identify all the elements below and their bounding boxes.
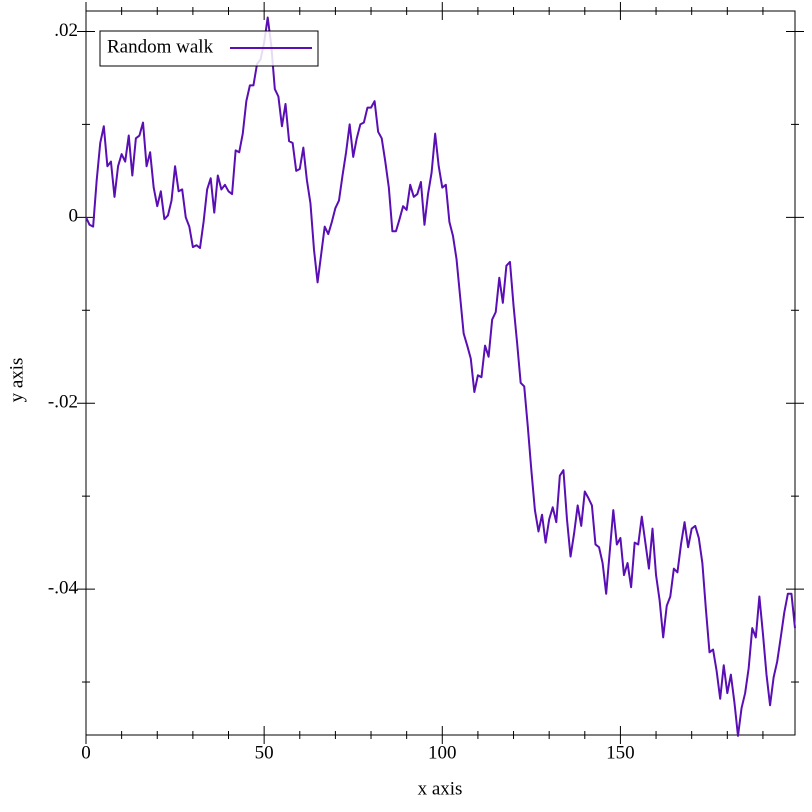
y-tick-label: .02 [54,20,78,41]
x-tick-label: 150 [606,742,635,763]
legend-label: Random walk [107,36,214,57]
y-axis-label: y axis [6,358,27,403]
plot-frame [85,10,796,736]
y-tick-label: -.02 [48,392,78,413]
y-tick-label: 0 [69,206,79,227]
x-tick-label: 0 [81,742,91,763]
y-tick-label: -.04 [48,577,79,598]
x-tick-label: 50 [255,742,274,763]
x-axis-label: x axis [418,778,463,799]
x-tick-label: 100 [428,742,457,763]
series-line [85,16,796,737]
